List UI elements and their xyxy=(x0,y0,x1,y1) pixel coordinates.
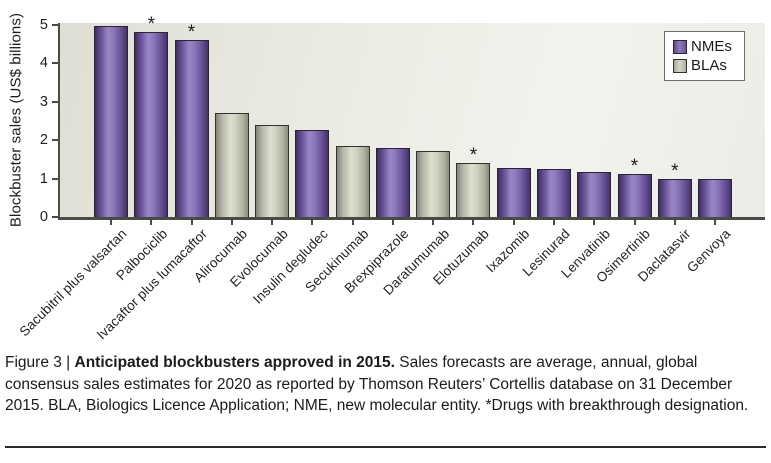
caption-title: Anticipated blockbusters approved in 201… xyxy=(74,354,395,371)
y-tick-label: 5 xyxy=(39,16,48,33)
legend-label-blas: BLAs xyxy=(691,57,727,74)
y-tick-label: 1 xyxy=(39,170,48,187)
bar-ixazomib xyxy=(496,167,531,217)
breakthrough-asterisk-daclatasvir: * xyxy=(671,160,679,182)
caption-prefix: Figure 3 | xyxy=(5,354,75,371)
y-axis-label: Blockbuster sales (US$ billions) xyxy=(7,12,25,228)
y-tick-mark xyxy=(52,23,58,26)
x-tick-mark xyxy=(351,220,354,225)
y-tick-mark xyxy=(52,100,58,103)
nme-swatch-icon xyxy=(673,39,687,54)
y-tick-label: 0 xyxy=(39,209,48,225)
x-tick-mark xyxy=(391,220,394,225)
caption-body: Sales forecasts are average, annual, glo… xyxy=(5,354,749,414)
breakthrough-asterisk-osimertinib: * xyxy=(630,155,639,177)
y-tick-label: 2 xyxy=(39,132,48,148)
x-tick-mark xyxy=(553,220,555,225)
y-tick-label: 3 xyxy=(39,93,48,110)
bar-sacubitril-plus-valsartan xyxy=(94,26,128,217)
bar-secukinumab xyxy=(335,145,370,217)
legend-label-nmes: NMEs xyxy=(691,38,732,55)
bar-daclatasvir xyxy=(657,178,692,217)
bar-brexpiprazole xyxy=(375,147,410,217)
bar-ivacaftor-plus-lumacaftor xyxy=(174,39,209,217)
legend: NMEs BLAs xyxy=(664,31,745,81)
x-tick-mark xyxy=(271,220,274,225)
x-axis-line xyxy=(58,217,765,220)
bottom-rule xyxy=(5,446,766,448)
bar-elotuzumab xyxy=(456,163,491,217)
y-tick-label: 4 xyxy=(39,55,48,71)
x-tick-mark xyxy=(593,220,596,225)
y-tick-mark xyxy=(52,62,58,64)
bar-alirocumab xyxy=(214,113,249,217)
bar-palbociclib xyxy=(134,32,169,217)
legend-entry-blas: BLAs xyxy=(673,56,744,75)
x-tick-mark xyxy=(311,220,314,225)
bar-daratumumab xyxy=(416,150,451,217)
y-tick-mark xyxy=(52,177,58,180)
x-tick-mark xyxy=(230,220,233,225)
x-tick-mark xyxy=(432,220,435,225)
legend-entry-nmes: NMEs xyxy=(673,37,744,56)
plot-area: 0 1 2 3 4 5 Sacubitril plus valsartan * Palbocic… xyxy=(16,14,765,342)
y-tick-mark xyxy=(52,139,58,141)
bar-insulin-degludec xyxy=(295,130,330,217)
bar-lesinurad xyxy=(537,168,571,217)
bla-swatch-icon xyxy=(673,58,687,73)
breakthrough-asterisk-palbociclib: * xyxy=(147,14,155,36)
y-tick-mark xyxy=(52,216,58,218)
x-tick-mark xyxy=(673,220,676,225)
bar-osimertinib xyxy=(617,173,652,217)
y-axis-line xyxy=(58,23,60,219)
bar-genvoya xyxy=(698,179,733,217)
x-tick-mark xyxy=(472,220,475,225)
figure-caption: Figure 3 | Anticipated blockbusters appr… xyxy=(5,352,765,417)
breakthrough-asterisk-ivacaftor-plus-lumacaftor: * xyxy=(187,21,196,43)
x-tick-label-genvoya: Genvoya xyxy=(684,226,734,276)
x-tick-mark xyxy=(512,220,515,225)
x-tick-mark xyxy=(190,220,193,225)
x-tick-mark xyxy=(110,220,112,225)
breakthrough-asterisk-elotuzumab: * xyxy=(469,145,478,167)
x-tick-mark xyxy=(633,220,636,225)
bar-lenvatinib xyxy=(577,172,612,217)
x-tick-mark xyxy=(150,220,153,225)
x-tick-mark xyxy=(714,220,717,225)
bar-evolocumab xyxy=(255,124,290,217)
